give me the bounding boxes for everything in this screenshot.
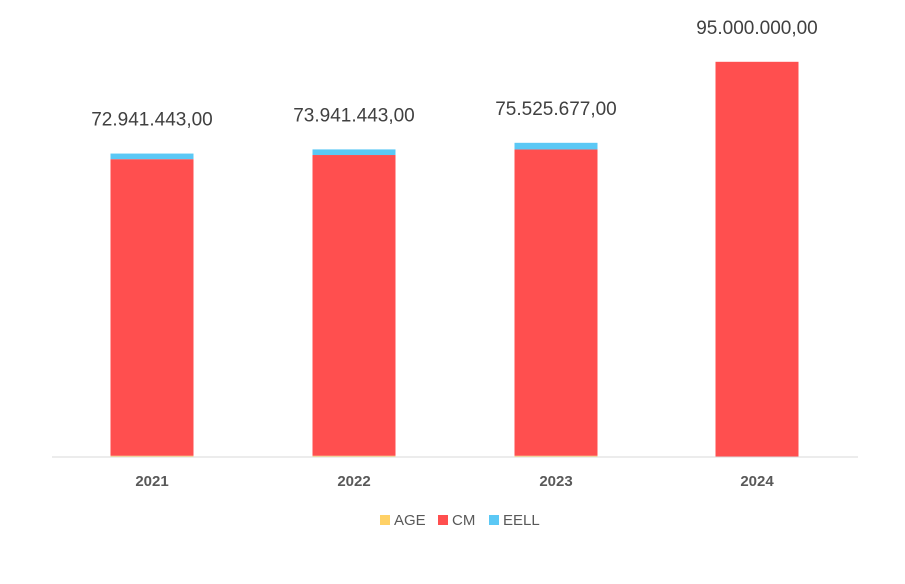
total-labels-group: 72.941.443,00 73.941.443,00 75.525.677,00 9… bbox=[91, 18, 818, 131]
bar-eell-2021 bbox=[110, 153, 194, 160]
bar-eell-2022 bbox=[312, 149, 396, 156]
x-tick-label-2021: 2021 bbox=[135, 473, 168, 490]
bars-group bbox=[110, 61, 799, 458]
bar-cm-2023 bbox=[514, 149, 598, 456]
x-tick-label-2022: 2022 bbox=[337, 473, 370, 490]
total-label-2022: 73.941.443,00 bbox=[293, 105, 415, 126]
total-label-2021: 72.941.443,00 bbox=[91, 110, 213, 131]
bar-cm-2022 bbox=[312, 155, 396, 456]
legend-swatch-cm bbox=[438, 515, 448, 525]
legend-label-eell: EELL bbox=[503, 512, 540, 529]
legend-swatch-eell bbox=[489, 515, 499, 525]
bar-cm-2024 bbox=[715, 61, 799, 458]
x-tick-label-2023: 2023 bbox=[539, 473, 572, 490]
bar-age-2021 bbox=[110, 455, 194, 457]
bar-age-2022 bbox=[312, 455, 396, 457]
bar-cm-2021 bbox=[110, 159, 194, 456]
bar-eell-2023 bbox=[514, 142, 598, 150]
x-tick-label-2024: 2024 bbox=[740, 473, 774, 490]
total-label-2024: 95.000.000,00 bbox=[696, 18, 818, 39]
x-tick-labels-group: 2021 2022 2023 2024 bbox=[135, 473, 774, 490]
legend-label-age: AGE bbox=[394, 512, 426, 529]
bar-age-2023 bbox=[514, 455, 598, 457]
total-label-2023: 75.525.677,00 bbox=[495, 99, 617, 120]
legend-swatch-age bbox=[380, 515, 390, 525]
legend-label-cm: CM bbox=[452, 512, 475, 529]
legend: AGE CM EELL bbox=[380, 512, 540, 529]
